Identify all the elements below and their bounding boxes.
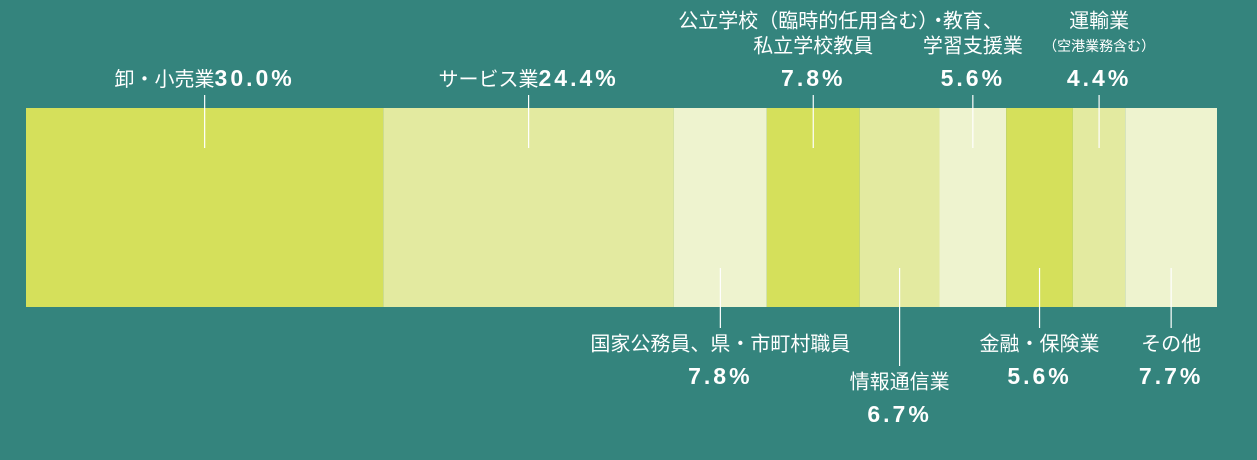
category-label: 私立学校教員	[753, 34, 873, 58]
category-label: 運輸業	[1069, 9, 1129, 33]
value-label: 7.7%	[1139, 363, 1203, 389]
segment-label: 卸・小売業30.0%	[115, 65, 295, 91]
category-label: 学習支援業	[923, 34, 1023, 58]
category-label: 国家公務員、県・市町村職員	[590, 332, 850, 356]
category-label: 教育、	[943, 9, 1003, 33]
category-label: その他	[1141, 332, 1201, 356]
value-label: 24.4%	[538, 65, 618, 91]
category-label: 情報通信業	[850, 370, 950, 394]
value-label: 6.7%	[867, 401, 931, 427]
value-label: 4.4%	[1067, 65, 1131, 91]
category-label: 卸・小売業	[115, 67, 215, 91]
value-label: 7.8%	[688, 363, 752, 389]
value-label: 30.0%	[215, 65, 295, 91]
category-label: （空港業務含む）	[1043, 39, 1155, 55]
category-label: 公立学校（臨時的任用含む）・	[678, 9, 948, 33]
category-label: 金融・保険業	[980, 332, 1100, 356]
value-label: 5.6%	[941, 65, 1005, 91]
value-label: 5.6%	[1007, 363, 1071, 389]
value-label: 7.8%	[781, 65, 845, 91]
category-label: サービス業	[438, 67, 538, 91]
segment-label: サービス業24.4%	[438, 65, 618, 91]
